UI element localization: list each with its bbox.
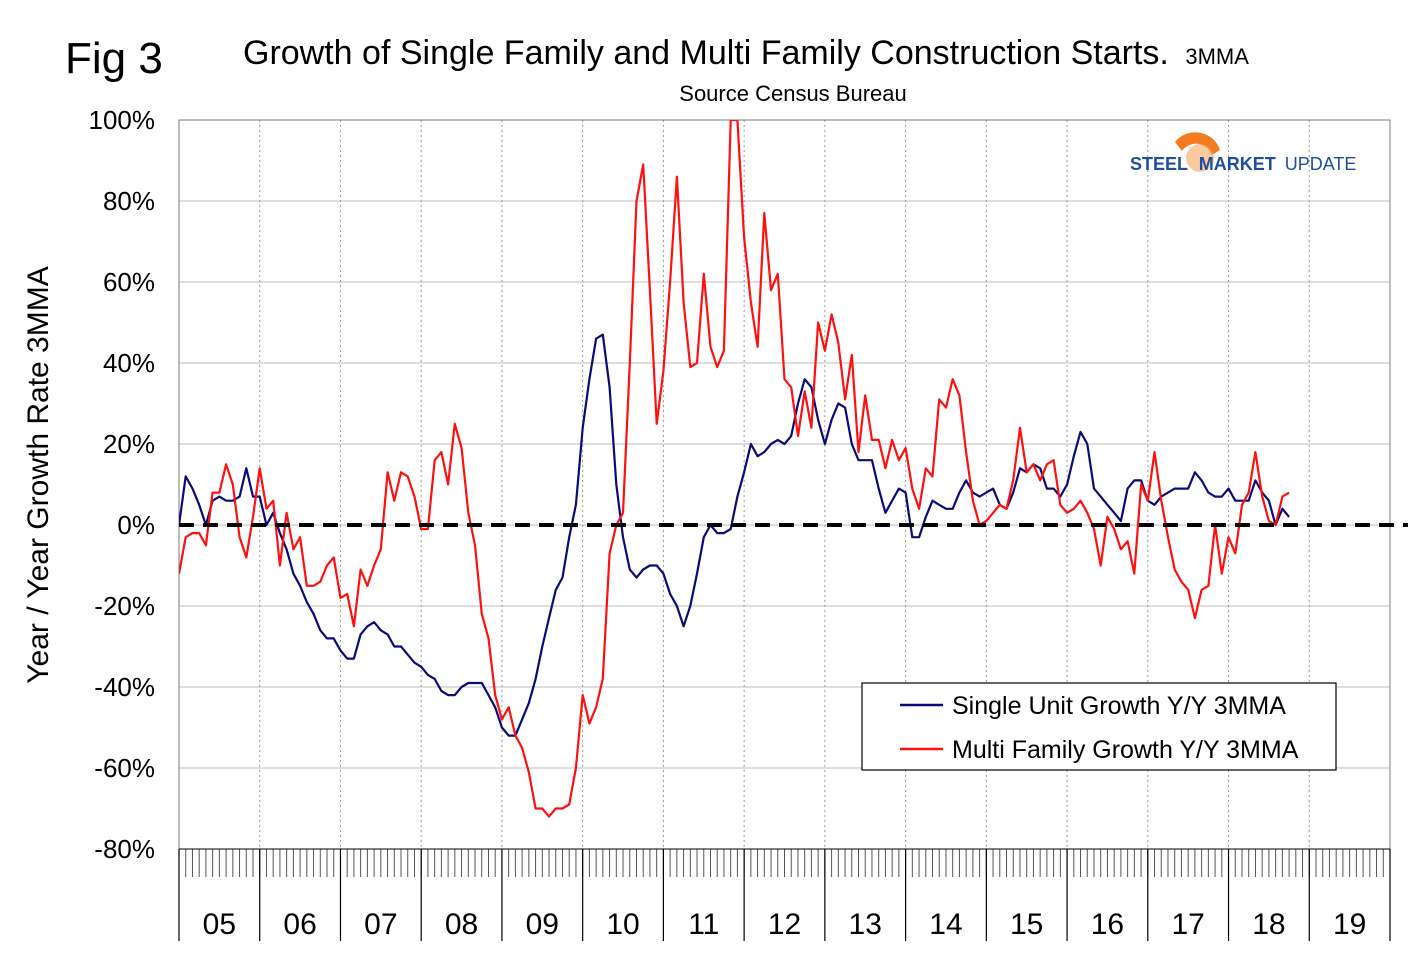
y-tick-label: 0% (117, 510, 155, 540)
chart-title: Growth of Single Family and Multi Family… (243, 34, 1249, 72)
logo-sphere-icon (1186, 144, 1214, 172)
legend-box (861, 682, 1337, 771)
y-tick-label: -20% (94, 591, 155, 621)
x-tick-label: 09 (526, 908, 559, 941)
series-line-single (179, 333, 1290, 737)
logo-word-market: MARKET (1199, 154, 1276, 174)
x-tick-label: 07 (364, 908, 397, 941)
y-tick-label: 20% (103, 429, 155, 459)
x-tick-labels: 05 06 07 08 09 10 11 12 13 14 15 16 17 18 19 (203, 908, 1367, 941)
y-tick-label: 60% (103, 267, 155, 297)
chart-title-main: Growth of Single Family and Multi Family… (243, 34, 1169, 72)
y-tick-label: -60% (94, 753, 155, 783)
y-tick-labels: 100% 80% 60% 40% 20% 0% -20% -40% -60% -80% (89, 105, 156, 864)
x-tick-label: 12 (768, 908, 801, 941)
logo-word-update: UPDATE (1285, 154, 1357, 174)
figure-label: Fig 3 (65, 34, 163, 83)
legend-label-multi: Multi Family Growth Y/Y 3MMA (952, 736, 1299, 764)
chart-subtitle: Source Census Bureau (679, 81, 906, 106)
y-tick-label: -80% (94, 834, 155, 864)
y-tick-label: -40% (94, 672, 155, 702)
x-tick-label: 18 (1252, 908, 1285, 941)
y-axis-label: Year / Year Growth Rate 3MMA (22, 266, 55, 683)
x-tick-label: 10 (606, 908, 639, 941)
series-lines (179, 120, 1408, 818)
series-line-multi (179, 120, 1290, 818)
logo-text: STEEL MARKET UPDATE (1130, 154, 1356, 174)
x-tick-label: 11 (688, 908, 719, 941)
y-tick-label: 80% (103, 186, 155, 216)
logo-word-steel: STEEL (1130, 154, 1188, 174)
x-tick-label: 14 (929, 908, 962, 941)
y-tick-label: 40% (103, 348, 155, 378)
x-tick-label: 16 (1091, 908, 1124, 941)
chart-title-suffix: 3MMA (1185, 44, 1249, 69)
legend: Single Unit Growth Y/Y 3MMA Multi Family… (861, 682, 1337, 771)
steel-market-update-logo: STEEL MARKET UPDATE (1130, 132, 1356, 174)
x-tick-label: 19 (1333, 908, 1366, 941)
x-tick-label: 05 (203, 908, 236, 941)
x-tick-label: 15 (1010, 908, 1043, 941)
x-tick-label: 08 (445, 908, 478, 941)
y-tick-label: 100% (89, 105, 156, 135)
legend-label-single: Single Unit Growth Y/Y 3MMA (952, 692, 1286, 720)
x-tick-label: 13 (849, 908, 882, 941)
x-tick-label: 06 (283, 908, 316, 941)
axes (178, 119, 1391, 941)
x-tick-label: 17 (1171, 908, 1204, 941)
